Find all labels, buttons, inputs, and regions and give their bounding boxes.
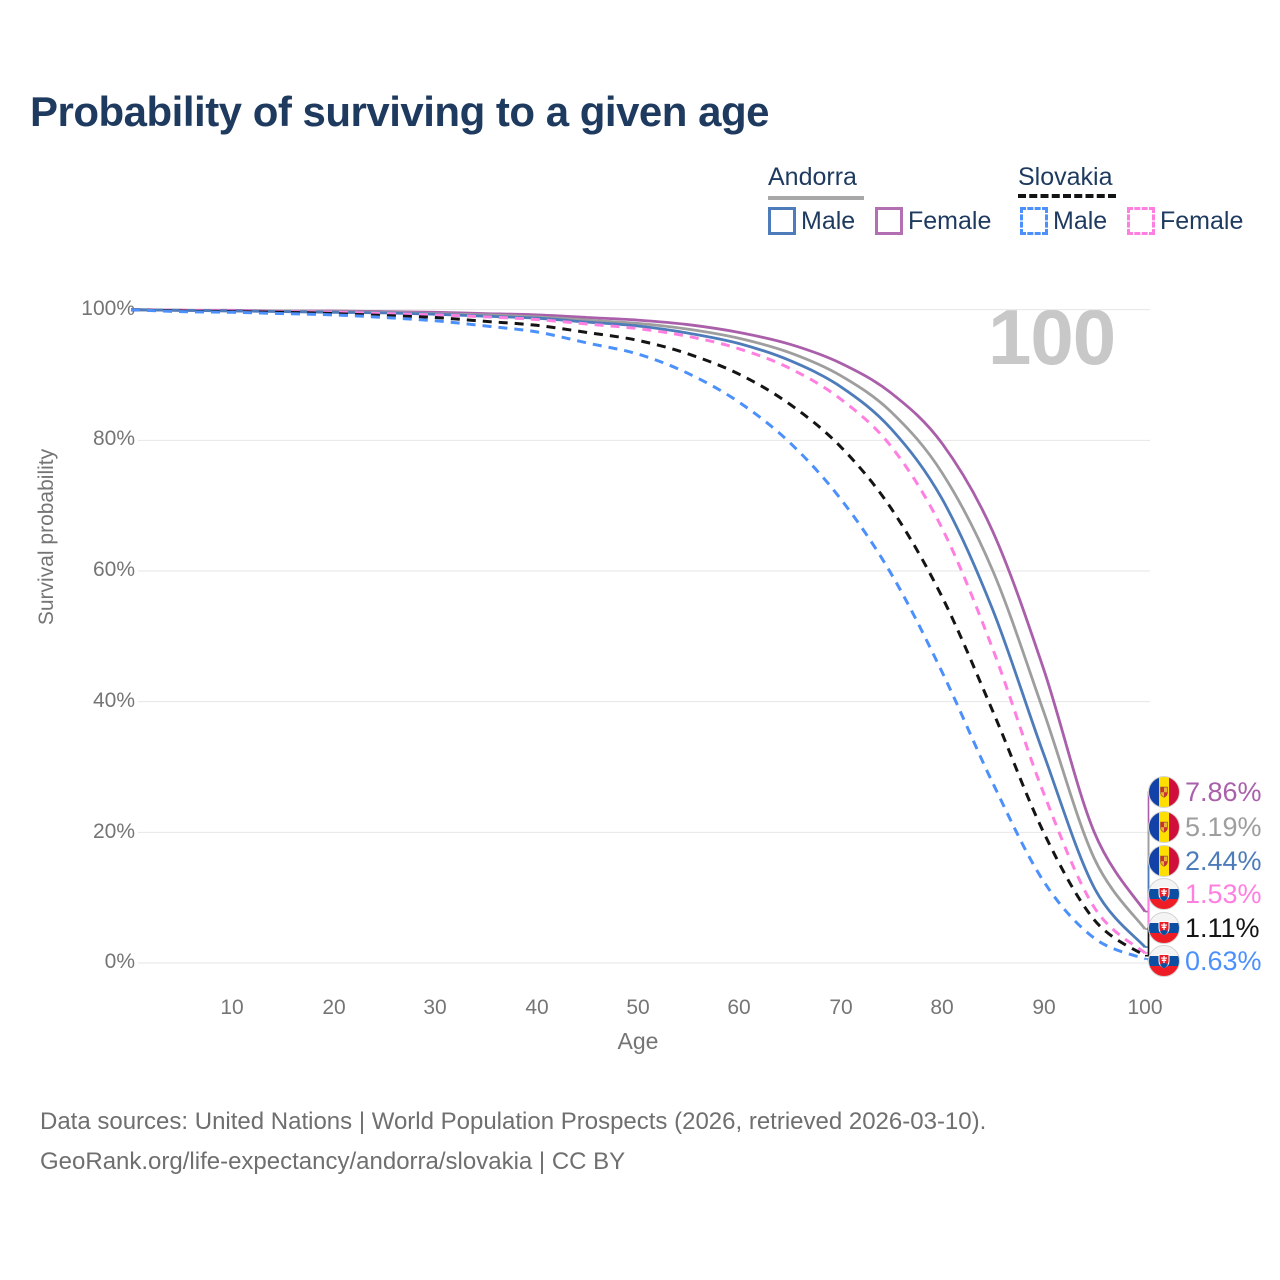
x-tick-100: 100 <box>1127 996 1163 1019</box>
slovakia-flag-icon <box>1148 878 1180 910</box>
x-tick-60: 60 <box>727 996 751 1019</box>
y-tick-60: 60% <box>92 558 135 581</box>
survival-curve-andorra[interactable] <box>130 308 1147 930</box>
data-sources-line: Data sources: United Nations | World Pop… <box>40 1108 987 1135</box>
slovakia-female-swatch[interactable] <box>1127 207 1155 235</box>
survival-curve-slovakia[interactable] <box>130 308 1146 957</box>
legend-label-slovakia-female[interactable]: Female <box>1160 207 1244 235</box>
end-label-slovakia-male: 0.63% <box>1148 944 1262 978</box>
slovakia-flag-icon <box>1148 912 1180 944</box>
age-watermark: 100 <box>988 293 1116 381</box>
slovakia-flag-icon <box>1148 945 1180 977</box>
survival-curve-slovakia-male[interactable] <box>130 308 1146 961</box>
survival-curve-andorra-male[interactable] <box>130 308 1147 949</box>
attribution-line: GeoRank.org/life-expectancy/andorra/slov… <box>40 1148 626 1175</box>
survival-curve-slovakia-female[interactable] <box>130 308 1146 955</box>
y-tick-20: 20% <box>92 820 135 843</box>
x-tick-90: 90 <box>1032 996 1056 1019</box>
slovakia-dashed-line-swatch <box>1018 194 1116 198</box>
legend-label-slovakia-male[interactable]: Male <box>1053 207 1108 235</box>
end-label-andorra-both: 5.19% <box>1148 810 1262 844</box>
legend-label-andorra-male[interactable]: Male <box>801 207 856 235</box>
end-label-slovakia-female: 1.53% <box>1148 877 1262 911</box>
x-tick-30: 30 <box>423 996 447 1019</box>
x-tick-70: 70 <box>829 996 853 1019</box>
y-tick-0: 0% <box>104 950 135 973</box>
andorra-flag-icon <box>1148 845 1180 877</box>
legend-label-andorra-female[interactable]: Female <box>908 207 992 235</box>
andorra-female-swatch[interactable] <box>875 207 903 235</box>
slovakia-male-swatch[interactable] <box>1020 207 1048 235</box>
y-tick-40: 40% <box>92 689 135 712</box>
end-label-andorra-male: 2.44% <box>1148 844 1262 878</box>
x-tick-10: 10 <box>220 996 244 1019</box>
y-tick-100: 100% <box>81 297 135 320</box>
andorra-solid-line-swatch <box>768 196 864 200</box>
end-label-slovakia-both: 1.11% <box>1148 911 1260 945</box>
page-title: Probability of surviving to a given age <box>30 88 769 135</box>
x-tick-50: 50 <box>626 996 650 1019</box>
legend-group-slovakia[interactable]: Slovakia <box>1018 163 1113 191</box>
x-tick-40: 40 <box>525 996 549 1019</box>
end-label-andorra-female: 7.86% <box>1148 775 1262 809</box>
x-tick-20: 20 <box>322 996 346 1019</box>
legend-group-andorra[interactable]: Andorra <box>768 163 857 191</box>
andorra-male-swatch[interactable] <box>768 207 796 235</box>
y-tick-80: 80% <box>92 427 135 450</box>
andorra-flag-icon <box>1148 811 1180 843</box>
andorra-flag-icon <box>1148 776 1180 808</box>
x-axis-title: Age <box>617 1028 659 1054</box>
x-tick-80: 80 <box>930 996 954 1019</box>
legend: Andorra Male Female Slovakia Male Female <box>0 0 1280 260</box>
